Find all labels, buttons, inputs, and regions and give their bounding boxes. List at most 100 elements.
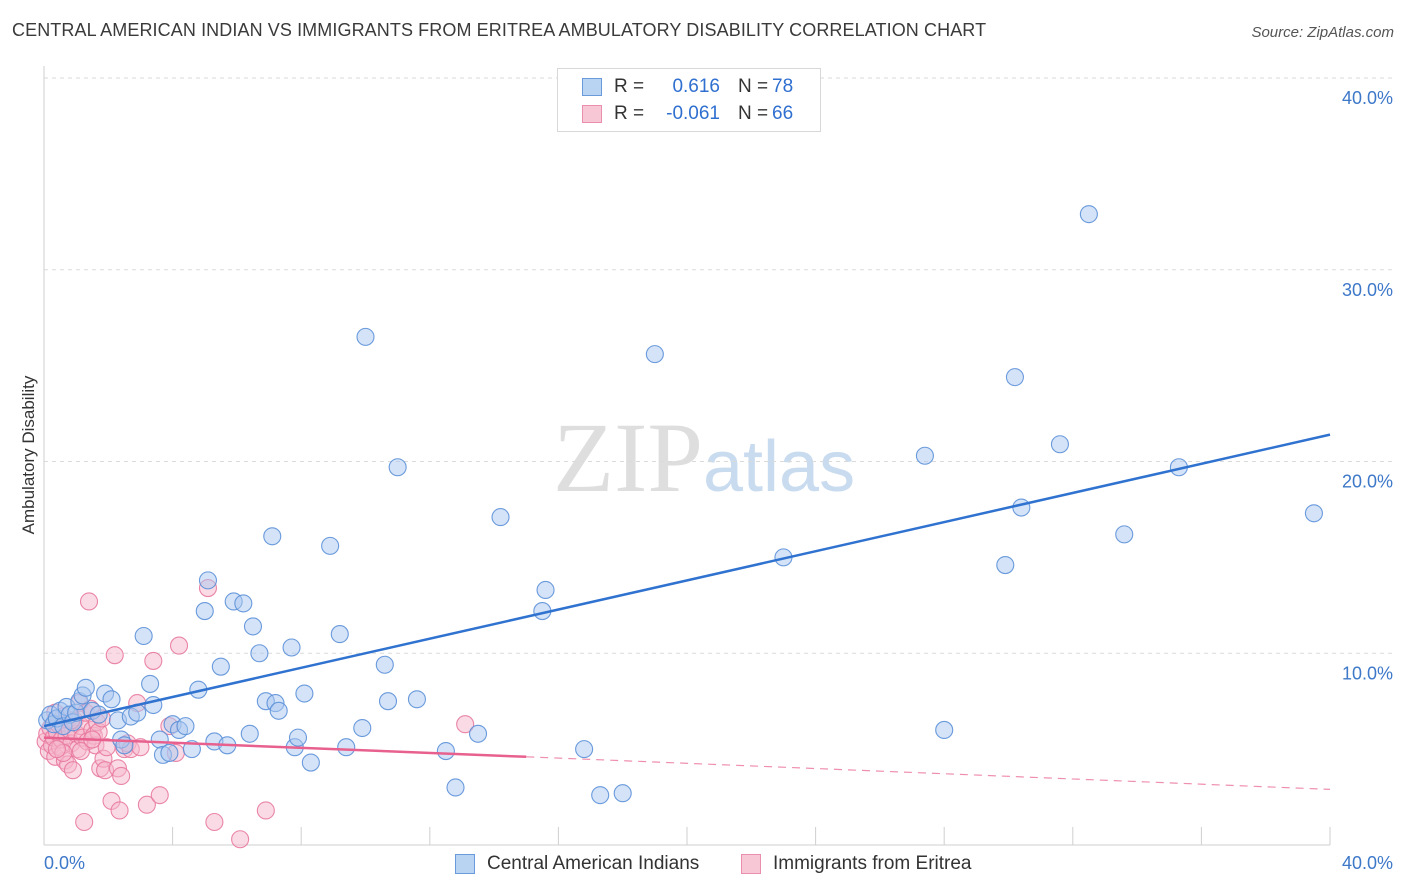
x-tick-label: 0.0%: [44, 853, 85, 873]
legend-n-label: N =: [738, 76, 769, 97]
point-central-american-indian: [76, 678, 95, 697]
point-eritrea: [97, 738, 116, 757]
point-central-american-indian: [330, 625, 349, 644]
point-eritrea: [71, 741, 91, 761]
series-legend: Central American Indians Immigrants from…: [0, 853, 1406, 877]
point-central-american-indian: [301, 753, 320, 772]
point-eritrea: [47, 740, 66, 759]
point-central-american-indian: [269, 701, 288, 720]
point-central-american-indian: [295, 684, 314, 703]
axes: [43, 66, 1331, 846]
point-central-american-indian: [353, 718, 372, 738]
point-central-american-indian: [1050, 435, 1069, 454]
legend-n-label: N =: [738, 103, 769, 124]
point-central-american-indian: [356, 327, 375, 346]
point-central-american-indian: [234, 594, 253, 613]
point-central-american-indian: [446, 778, 465, 797]
y-tick-label: 10.0%: [1342, 663, 1393, 683]
point-central-american-indian: [1304, 504, 1323, 523]
point-central-american-indian: [102, 690, 121, 709]
y-tick-label: 40.0%: [1342, 88, 1393, 108]
point-eritrea: [105, 646, 124, 665]
point-central-american-indian: [1012, 498, 1031, 517]
y-axis-title: Ambulatory Disability: [19, 375, 38, 534]
correlation-legend: R = 0.616 N = 78 R = -0.061 N = 66: [557, 68, 821, 132]
watermark-zip: ZIP: [553, 402, 703, 513]
point-central-american-indian: [282, 638, 301, 657]
watermark-atlas: atlas: [703, 427, 856, 507]
point-eritrea: [456, 715, 475, 734]
eritrea-points: [36, 579, 475, 849]
legend-row-central-american-indians: R = 0.616 N = 78: [582, 75, 793, 99]
point-eritrea: [169, 636, 189, 655]
legend-n-value: 66: [772, 103, 794, 124]
x-tick-label: 40.0%: [1342, 853, 1393, 873]
point-eritrea: [144, 651, 163, 670]
y-tick-label: 30.0%: [1342, 280, 1393, 300]
watermark: ZIPatlas: [553, 400, 855, 515]
point-central-american-indian: [407, 690, 426, 709]
series-swatch-pink: [741, 854, 761, 874]
point-eritrea: [256, 801, 275, 820]
point-central-american-indian: [1079, 205, 1098, 224]
point-central-american-indian: [935, 720, 954, 740]
gridlines: [44, 77, 1394, 654]
point-central-american-indian: [141, 674, 160, 693]
point-central-american-indian: [468, 724, 488, 743]
point-central-american-indian: [436, 741, 455, 761]
legend-n-value: 78: [772, 76, 794, 97]
point-central-american-indian: [375, 655, 394, 674]
series-name: Central American Indians: [487, 853, 700, 874]
point-central-american-indian: [211, 657, 230, 676]
point-central-american-indian: [915, 446, 934, 465]
point-central-american-indian: [1115, 525, 1134, 544]
point-central-american-indian: [243, 617, 263, 636]
point-central-american-indian: [176, 717, 195, 736]
point-eritrea: [112, 766, 131, 786]
point-central-american-indian: [591, 786, 610, 805]
point-eritrea: [231, 830, 250, 849]
point-eritrea: [79, 592, 99, 611]
series-legend-eritrea: Immigrants from Eritrea: [741, 853, 971, 875]
tick-labels: 10.0% 20.0% 30.0% 40.0% 0.0% 40.0%: [44, 88, 1393, 873]
point-central-american-indian: [378, 692, 398, 711]
legend-r-label: R =: [614, 76, 645, 97]
point-central-american-indian: [240, 724, 259, 743]
trend-line-eritrea: [43, 736, 527, 759]
point-central-american-indian: [996, 555, 1015, 575]
trend-lines: [43, 433, 1331, 790]
point-central-american-indian: [134, 626, 153, 646]
chart-title: CENTRAL AMERICAN INDIAN VS IMMIGRANTS FR…: [12, 20, 987, 40]
legend-swatch-pink: [582, 105, 602, 123]
legend-r-label: R =: [614, 103, 645, 124]
point-central-american-indian: [160, 743, 179, 763]
point-central-american-indian: [575, 740, 594, 759]
source-credit: Source: ZipAtlas.com: [1251, 24, 1394, 41]
legend-swatch-blue: [582, 78, 602, 96]
legend-row-eritrea: R = -0.061 N = 66: [582, 102, 793, 126]
point-eritrea: [150, 786, 169, 805]
point-central-american-indian: [250, 644, 269, 663]
point-central-american-indian: [388, 458, 407, 477]
point-central-american-indian: [613, 784, 632, 803]
trend-line-central-american-indians: [43, 433, 1331, 728]
point-central-american-indian: [491, 508, 510, 527]
point-central-american-indian: [288, 728, 308, 747]
point-central-american-indian: [1005, 368, 1024, 387]
point-eritrea: [205, 812, 224, 832]
y-tick-label: 20.0%: [1342, 472, 1393, 492]
point-central-american-indian: [198, 571, 218, 590]
point-central-american-indian: [263, 527, 282, 546]
legend-r-value: -0.061: [666, 103, 720, 124]
series-legend-central-american-indians: Central American Indians: [455, 853, 699, 875]
point-central-american-indian: [645, 345, 664, 364]
trend-line-eritrea-extended: [526, 756, 1331, 790]
point-central-american-indian: [536, 580, 555, 600]
legend-r-value: 0.616: [672, 76, 720, 97]
point-central-american-indian: [321, 536, 340, 555]
point-eritrea: [110, 801, 129, 820]
point-eritrea: [137, 795, 156, 814]
series-name: Immigrants from Eritrea: [773, 853, 972, 874]
central-american-indian-points: [38, 205, 1323, 805]
